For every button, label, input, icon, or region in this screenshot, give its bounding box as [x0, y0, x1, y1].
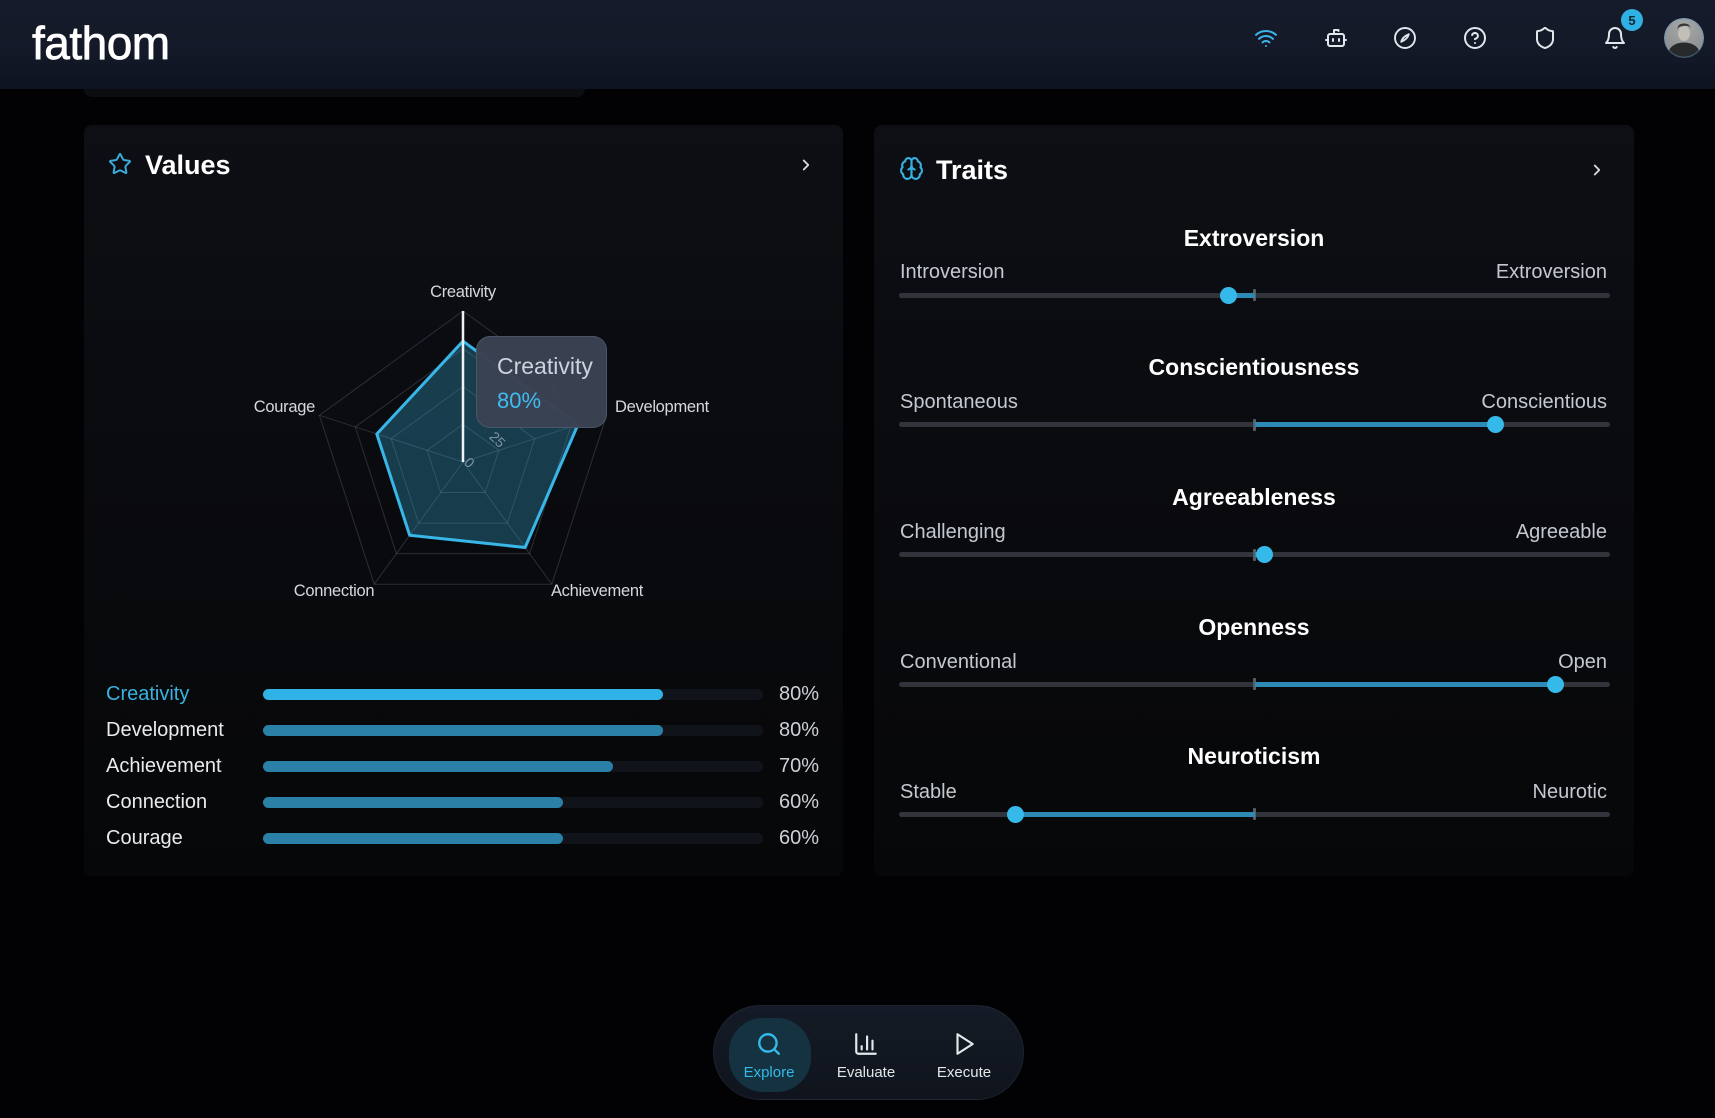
svg-text:Creativity: Creativity [430, 283, 497, 301]
svg-text:Courage: Courage [254, 398, 315, 416]
svg-text:Development: Development [615, 398, 710, 416]
svg-text:Connection: Connection [294, 582, 375, 600]
svg-text:Achievement: Achievement [551, 582, 644, 600]
